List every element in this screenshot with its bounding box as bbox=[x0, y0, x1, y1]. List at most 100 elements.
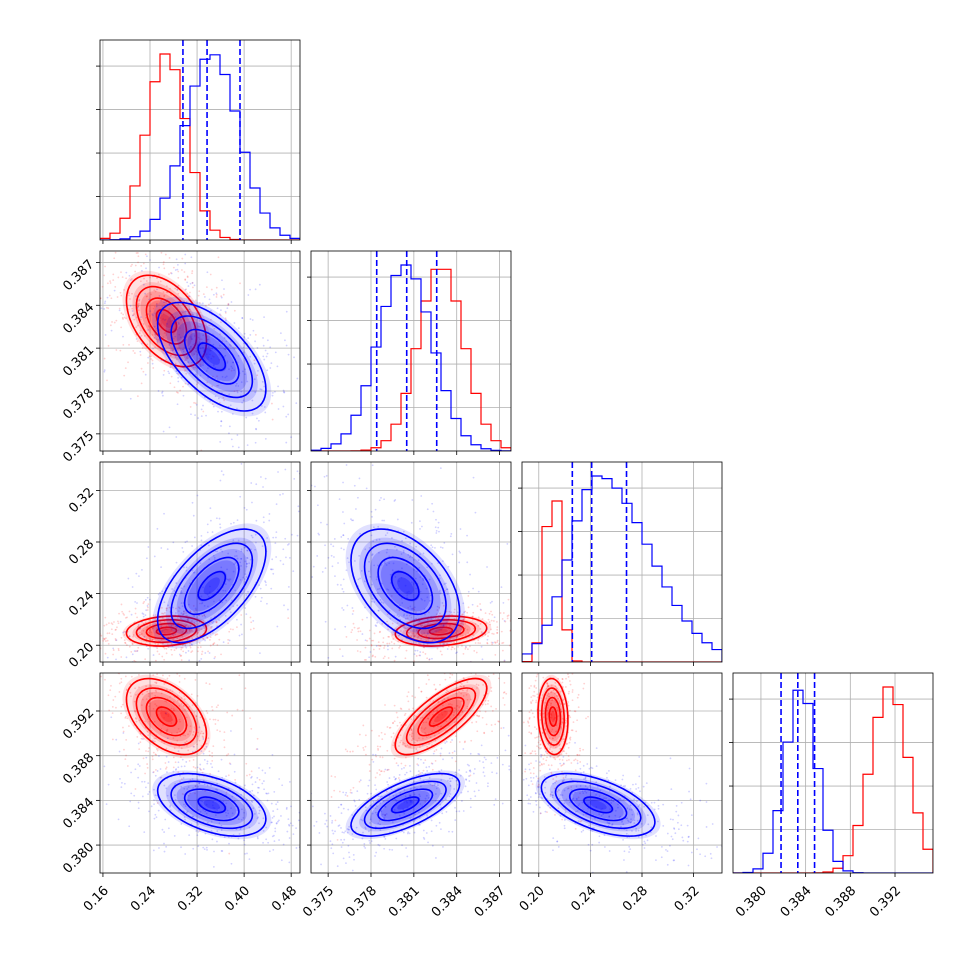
scatter-point bbox=[164, 762, 167, 764]
scatter-point bbox=[178, 653, 181, 656]
scatter-point bbox=[507, 734, 510, 737]
scatter-point bbox=[190, 643, 193, 646]
scatter-point bbox=[458, 550, 461, 553]
scatter-point bbox=[161, 394, 164, 397]
scatter-point bbox=[214, 718, 217, 721]
scatter-point bbox=[413, 831, 416, 834]
scatter-point bbox=[240, 548, 243, 551]
scatter-point bbox=[374, 807, 377, 809]
scatter-point bbox=[468, 769, 471, 772]
scatter-point bbox=[185, 744, 188, 747]
scatter-point bbox=[423, 599, 426, 602]
scatter-point bbox=[254, 391, 257, 394]
scatter-point bbox=[340, 812, 343, 815]
scatter-point bbox=[392, 562, 395, 565]
scatter-point bbox=[133, 659, 136, 662]
scatter-point bbox=[698, 878, 700, 880]
scatter-point bbox=[148, 810, 150, 813]
scatter-point bbox=[567, 746, 570, 749]
scatter-point bbox=[158, 710, 160, 712]
scatter-point bbox=[177, 270, 180, 273]
scatter-point bbox=[486, 692, 489, 695]
scatter-point bbox=[228, 630, 231, 633]
scatter-point bbox=[531, 712, 534, 715]
scatter-point bbox=[406, 664, 408, 666]
scatter-point bbox=[206, 848, 208, 851]
scatter-point bbox=[161, 390, 164, 393]
scatter-point bbox=[486, 642, 489, 645]
scatter-point bbox=[211, 469, 213, 471]
scatter-point bbox=[357, 578, 360, 581]
scatter-point bbox=[548, 737, 551, 740]
scatter-point bbox=[266, 339, 269, 342]
scatter-point bbox=[152, 367, 155, 369]
scatter-point bbox=[264, 349, 267, 352]
scatter-point bbox=[657, 807, 660, 810]
scatter-point bbox=[436, 609, 439, 611]
scatter-point bbox=[152, 751, 155, 754]
scatter-point bbox=[131, 310, 134, 312]
scatter-point bbox=[175, 594, 178, 597]
scatter-point bbox=[420, 727, 423, 729]
scatter-point bbox=[516, 649, 518, 651]
scatter-point bbox=[479, 628, 482, 630]
scatter-point bbox=[423, 646, 426, 649]
scatter-point bbox=[149, 259, 151, 261]
scatter-point bbox=[179, 720, 181, 723]
scatter-point bbox=[167, 761, 170, 763]
scatter-point bbox=[460, 670, 462, 672]
scatter-point bbox=[563, 644, 565, 646]
scatter-point bbox=[154, 740, 156, 743]
scatter-point bbox=[128, 343, 130, 346]
scatter-point bbox=[409, 542, 412, 545]
scatter-point bbox=[374, 855, 376, 857]
scatter-point bbox=[370, 639, 373, 642]
scatter-point bbox=[479, 608, 482, 611]
scatter-point bbox=[139, 329, 142, 332]
scatter-point bbox=[505, 665, 507, 667]
scatter-point bbox=[324, 432, 326, 434]
scatter-point bbox=[347, 808, 350, 811]
scatter-point bbox=[378, 773, 381, 776]
scatter-point bbox=[192, 733, 194, 736]
scatter-point bbox=[112, 699, 115, 701]
scatter-point bbox=[534, 750, 536, 753]
scatter-point bbox=[177, 376, 180, 379]
scatter-point bbox=[568, 643, 570, 645]
scatter-point bbox=[232, 539, 235, 542]
scatter-point bbox=[193, 615, 196, 617]
scatter-point bbox=[547, 647, 549, 649]
scatter-point bbox=[398, 580, 400, 583]
scatter-point bbox=[374, 508, 377, 511]
scatter-point bbox=[365, 753, 367, 756]
scatter-point bbox=[539, 764, 541, 767]
scatter-point bbox=[89, 257, 91, 259]
scatter-point bbox=[272, 848, 275, 851]
scatter-point bbox=[226, 622, 229, 625]
scatter-point bbox=[463, 611, 466, 614]
scatter-point bbox=[269, 367, 272, 369]
scatter-point bbox=[436, 716, 439, 719]
scatter-point bbox=[551, 796, 554, 799]
scatter-point bbox=[635, 829, 637, 832]
scatter-point bbox=[403, 613, 406, 616]
scatter-point bbox=[249, 334, 252, 336]
scatter-point bbox=[396, 716, 399, 719]
scatter-point bbox=[205, 414, 207, 417]
scatter-point bbox=[187, 295, 190, 298]
scatter-point bbox=[205, 742, 208, 745]
scatter-point bbox=[406, 594, 409, 597]
scatter-point bbox=[267, 841, 270, 844]
scatter-point bbox=[440, 628, 443, 631]
scatter-point bbox=[445, 588, 448, 591]
scatter-point bbox=[445, 689, 448, 692]
scatter-point bbox=[379, 823, 381, 826]
scatter-point bbox=[229, 817, 231, 820]
scatter-point bbox=[565, 752, 568, 755]
scatter-point bbox=[240, 623, 243, 626]
scatter-point bbox=[471, 637, 474, 640]
scatter-point bbox=[435, 630, 438, 633]
scatter-point bbox=[133, 710, 136, 712]
scatter-point bbox=[200, 769, 202, 771]
scatter-point bbox=[212, 806, 215, 809]
